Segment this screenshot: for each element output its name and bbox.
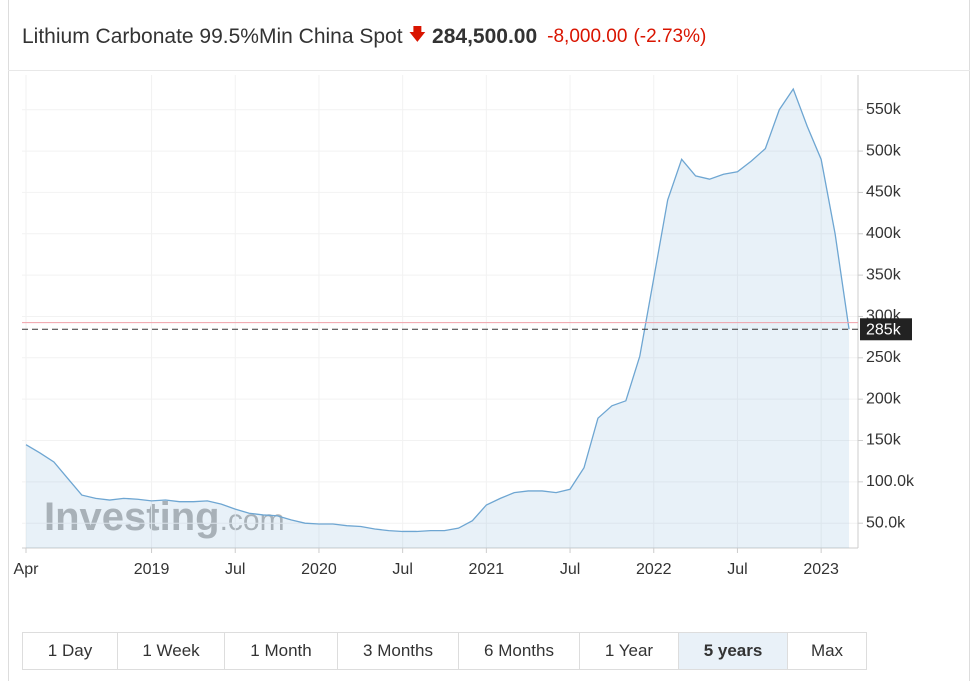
y-tick-label: 350k (866, 266, 902, 283)
y-tick-label: 200k (866, 390, 902, 407)
x-tick-label: 2021 (469, 561, 505, 578)
y-tick-label: 250k (866, 349, 902, 366)
area (26, 89, 850, 549)
range-button[interactable]: 1 Year (580, 633, 679, 669)
x-tick-label: Jul (225, 561, 245, 578)
header: Lithium Carbonate 99.5%Min China Spot 🡇 … (22, 22, 706, 51)
last-value-label: 285k (866, 321, 902, 338)
y-tick-label: 450k (866, 184, 902, 201)
change-percent: (-2.73%) (633, 25, 707, 47)
line (25, 87, 850, 533)
watermark-suffix: .com (220, 504, 285, 537)
range-button[interactable]: 1 Day (23, 633, 118, 669)
price: 284,500.00 (432, 24, 538, 48)
x-tick-label: Jul (727, 561, 747, 578)
range-button[interactable]: 6 Months (459, 633, 580, 669)
y-tick-label: 550k (866, 101, 902, 118)
watermark: Investing.com (44, 495, 285, 539)
last-value-box (860, 318, 912, 341)
down-arrow: 🡇 (408, 25, 427, 44)
range-buttons: 1 Day 1 Week 1 Month 3 Months 6 Months 1 Year… (22, 632, 867, 670)
y-tick-label: 100.0k (866, 473, 915, 490)
y-tick-label: 400k (866, 225, 902, 242)
range-button[interactable]: 1 Month (225, 633, 338, 669)
range-button[interactable]: 3 Months (338, 633, 459, 669)
x-tick-label: Jul (392, 561, 412, 578)
range-button[interactable]: 5 years (679, 633, 788, 669)
widget-frame (8, 0, 970, 681)
x-tick-label: 2020 (301, 561, 337, 578)
y-tick-label: 500k (866, 142, 902, 159)
x-tick-label: 2023 (803, 561, 839, 578)
range-button[interactable]: 1 Week (118, 633, 225, 669)
divider (8, 70, 970, 71)
x-tick-label: Jul (560, 561, 580, 578)
x-tick-label: Apr (14, 561, 40, 578)
range-button[interactable]: Max (810, 641, 844, 660)
x-tick-label: 2019 (134, 561, 170, 578)
change: -8,000.00 (547, 25, 628, 47)
y-tick-label: 150k (866, 432, 902, 449)
instrument-title: Lithium Carbonate 99.5%Min China Spot (22, 24, 403, 48)
x-tick-label: 2022 (636, 561, 672, 578)
y-tick-label: 50.0k (866, 514, 906, 531)
